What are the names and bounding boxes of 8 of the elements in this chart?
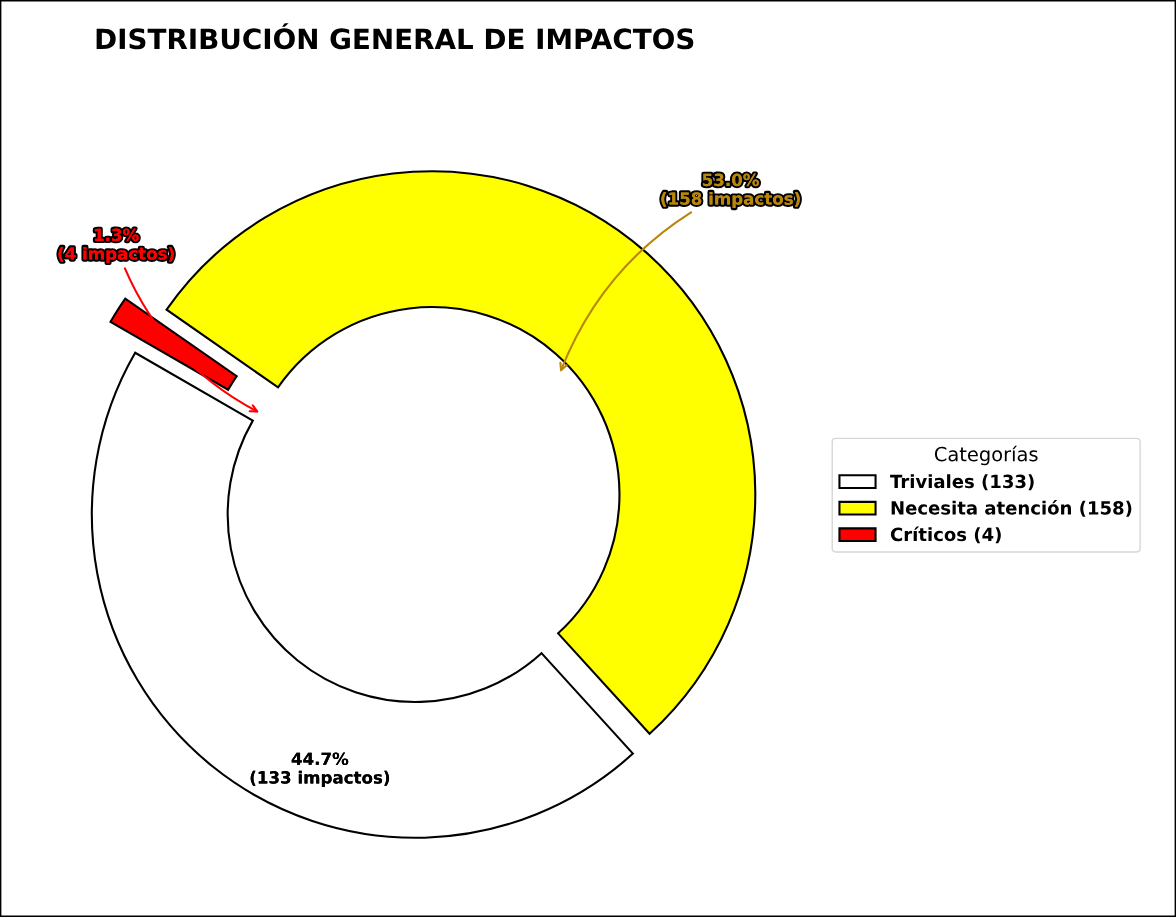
legend-title: Categorías	[934, 445, 1038, 466]
legend-label: Necesita atención (158)	[891, 500, 1132, 517]
data-label: 53.0% (158 impactos)	[661, 173, 800, 209]
chart-title: DISTRIBUCIÓN GENERAL DE IMPACTOS	[96, 23, 694, 50]
data-label: 44.7% (133 impactos)	[250, 752, 390, 787]
legend-label: Críticos (4)	[890, 526, 1001, 544]
legend-label: Triviales (133)	[890, 474, 1034, 491]
data-label: 1.3% (4 impactos)	[58, 228, 174, 264]
